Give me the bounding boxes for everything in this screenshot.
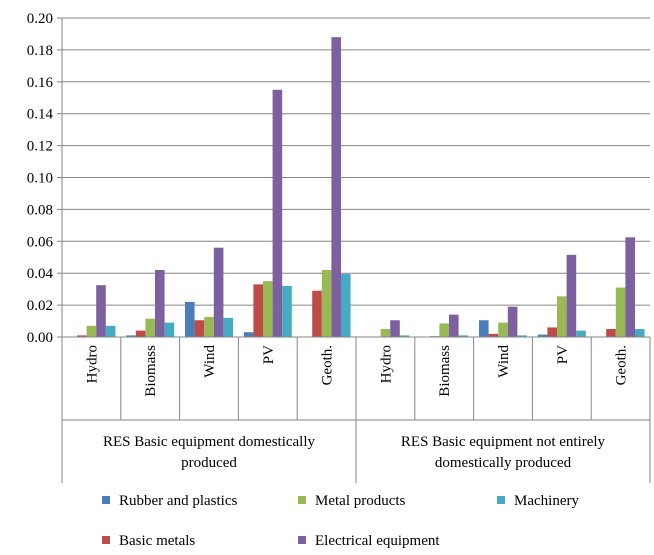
- y-tick-label: 0.12: [27, 139, 53, 155]
- category-label: Hydro: [84, 345, 100, 383]
- bar: [263, 281, 273, 337]
- y-tick-label: 0.00: [27, 330, 53, 346]
- bar: [498, 322, 508, 337]
- bar: [576, 330, 586, 337]
- bar: [507, 306, 518, 337]
- group-label: domestically produced: [435, 455, 572, 471]
- legend: Rubber and plastics Metal products Machine…: [102, 493, 579, 549]
- legend-swatch: [497, 496, 505, 504]
- category-label: Geoth.: [614, 345, 630, 385]
- bar: [243, 332, 254, 337]
- category-label: Wind: [496, 345, 512, 378]
- category-label: Hydro: [378, 345, 394, 383]
- bar: [537, 334, 548, 337]
- bar: [488, 333, 499, 337]
- bar: [635, 329, 645, 337]
- bar: [439, 323, 449, 337]
- bar: [547, 327, 557, 337]
- bar: [321, 270, 332, 337]
- bar: [145, 318, 155, 337]
- category-label: Geoth.: [320, 345, 336, 385]
- category-axis: Hydro Biomass Wind PV Geoth. Hydro Biomass Wind…: [61, 337, 651, 483]
- bar: [312, 290, 322, 337]
- bar: [341, 273, 351, 337]
- legend-swatch: [102, 536, 110, 544]
- y-tick-label: 0.08: [27, 202, 53, 218]
- category-label: Biomass: [437, 345, 453, 397]
- bar: [185, 301, 195, 337]
- bar: [517, 335, 527, 337]
- grid-lines: [62, 17, 650, 306]
- legend-entry-label: Basic metals: [119, 533, 195, 549]
- legend-entry-label: Rubber and plastics: [119, 493, 237, 509]
- bar: [126, 335, 136, 337]
- bar: [380, 329, 391, 337]
- bar: [282, 285, 292, 337]
- legend-entry-label: Machinery: [514, 493, 579, 509]
- legend-swatch: [298, 496, 306, 504]
- bar: [213, 247, 224, 337]
- bar: [223, 317, 233, 337]
- y-tick-label: 0.20: [27, 11, 53, 27]
- y-tick-label: 0.04: [27, 266, 54, 282]
- bar: [479, 320, 489, 337]
- category-label: PV: [261, 345, 277, 364]
- bar: [155, 270, 165, 337]
- y-tick-label: 0.06: [27, 234, 54, 250]
- legend-entry-label: Metal products: [315, 493, 406, 509]
- bar: [204, 317, 214, 337]
- y-tick-label: 0.18: [27, 43, 53, 59]
- legend-entry-label: Electrical equipment: [315, 533, 440, 549]
- category-label: PV: [555, 345, 571, 364]
- bar: [194, 320, 205, 337]
- bar: [331, 37, 341, 337]
- bar: [390, 320, 400, 337]
- bar: [566, 254, 577, 337]
- y-tick-label: 0.14: [27, 107, 54, 123]
- bar: [625, 237, 635, 337]
- bar: [399, 335, 410, 337]
- y-tick-label: 0.02: [27, 298, 53, 314]
- group-label: produced: [181, 455, 237, 471]
- bar: [557, 296, 567, 337]
- bar: [253, 284, 263, 337]
- bar: [77, 335, 87, 337]
- bar: [272, 89, 283, 338]
- bar: [86, 325, 97, 337]
- group-label: RES Basic equipment domestically: [103, 434, 316, 450]
- bar: [606, 329, 616, 337]
- bar: [615, 287, 626, 337]
- y-axis-ticks: 0.00 0.02 0.04 0.06 0.08 0.10 0.12 0.14 0.16 0.18…: [27, 11, 62, 346]
- group-label: RES Basic equipment not entirely: [401, 434, 606, 450]
- category-label: Biomass: [143, 345, 159, 397]
- category-label: Wind: [202, 345, 218, 378]
- bars: [77, 37, 645, 338]
- bar: [96, 285, 106, 337]
- legend-swatch: [102, 496, 110, 504]
- bar: [164, 322, 175, 337]
- bar: [458, 335, 469, 337]
- y-tick-label: 0.16: [27, 75, 54, 91]
- y-tick-label: 0.10: [27, 171, 53, 187]
- bar: [105, 325, 116, 337]
- bar: [449, 314, 459, 337]
- bar: [135, 330, 146, 337]
- legend-swatch: [298, 536, 306, 544]
